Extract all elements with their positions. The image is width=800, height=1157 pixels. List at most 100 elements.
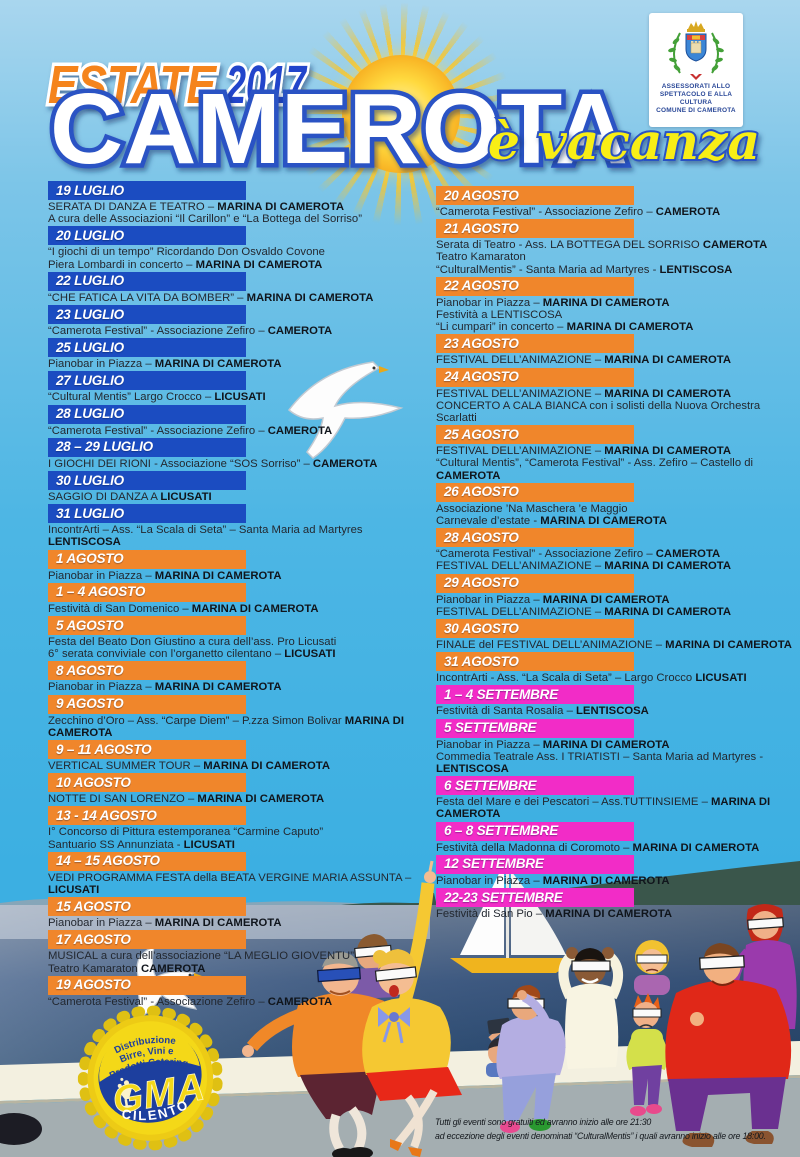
event-date-banner: 31 LUGLIO: [48, 504, 246, 524]
event-item: 30 AGOSTO FINALE del FESTIVAL DELL’ANIMAZ…: [436, 619, 796, 651]
event-item: 24 AGOSTO FESTIVAL DELL’ANIMAZIONE – MARI…: [436, 367, 796, 425]
event-item: 20 AGOSTO “Camerota Festival” - Associazi…: [436, 186, 796, 218]
event-item: 9 AGOSTO Zecchino d’Oro – Ass. “Carpe Die…: [48, 694, 430, 739]
event-date-banner: 15 AGOSTO: [48, 897, 246, 917]
title-city: CAMEROTA: [50, 73, 628, 185]
event-description: Associazione ’Na Maschera ’e Maggio: [436, 502, 628, 515]
event-item: 25 LUGLIO Pianobar in Piazza – MARINA DI …: [48, 338, 430, 370]
event-item: 30 LUGLIO SAGGIO DI DANZA A LICUSATI: [48, 471, 430, 503]
person-shading-eyes: [496, 985, 566, 1133]
sun-core: [342, 55, 460, 173]
event-date-banner: 19 AGOSTO: [48, 975, 246, 995]
event-description: IncontrArti – Ass. “La Scala di Seta” – …: [48, 524, 363, 549]
event-item: 5 SETTEMBRE Pianobar in Piazza – MARINA D…: [436, 718, 796, 776]
event-item: 31 AGOSTO IncontrArti - Ass. “La Scala di…: [436, 652, 796, 684]
event-item: 17 AGOSTO MUSICAL a cura dell’associazion…: [48, 930, 430, 975]
event-item: 14 – 15 AGOSTO VEDI PROGRAMMA FESTA della…: [48, 851, 430, 897]
person-red-shirt: [665, 943, 792, 1147]
poster-title-block: ESTATE 2017 CAMEROTA è vacanza: [45, 52, 763, 190]
event-description: Festività di San Pio – MARINA DI CAMEROT…: [436, 908, 673, 921]
event-date-banner: 12 SETTEMBRE: [436, 854, 634, 874]
event-item: 1 AGOSTO Pianobar in Piazza – MARINA DI C…: [48, 549, 430, 582]
disclaimer-line1: Tutti gli eventi sono gratuiti ed avrann…: [435, 1117, 652, 1127]
municipal-crest: ASSESSORATI ALLO SPETTACOLO E ALLA CULTU…: [649, 13, 743, 127]
event-item: 28 AGOSTO “Camerota Festival” - Associazi…: [436, 528, 796, 572]
event-item: 29 AGOSTO Pianobar in Piazza – MARINA DI …: [436, 573, 796, 618]
event-item: 19 LUGLIO SERATA DI DANZA E TEATRO – MARI…: [48, 181, 430, 225]
event-description: Pianobar in Piazza – MARINA DI CAMEROTA: [48, 917, 282, 930]
event-date-banner: 9 AGOSTO: [48, 694, 246, 714]
title-year: 2017: [225, 55, 308, 115]
event-description: FESTIVAL DELL’ANIMAZIONE – MARINA DI CAM…: [436, 387, 732, 400]
event-item: 1 – 4 AGOSTO Festività di San Domenico – …: [48, 582, 430, 615]
person-grumpy-kid: [626, 993, 668, 1116]
event-description: VEDI PROGRAMMA FESTA della BEATA VERGINE…: [48, 871, 412, 897]
event-item: 10 AGOSTO NOTTE DI SAN LORENZO – MARINA D…: [48, 773, 430, 805]
event-date-banner: 24 AGOSTO: [436, 367, 634, 387]
event-item: 22 AGOSTO Pianobar in Piazza – MARINA DI …: [436, 276, 796, 334]
event-description: SERATA DI DANZA E TEATRO – MARINA DI CAM…: [48, 201, 345, 213]
event-item: 13 - 14 AGOSTO I° Concorso di Pittura est…: [48, 806, 430, 851]
crest-caption-line2: SPETTACOLO E ALLA CULTURA: [659, 91, 733, 106]
event-description: Pianobar in Piazza – MARINA DI CAMEROTA: [48, 681, 282, 694]
event-description: “Camerota Festival” - Associazione Zefir…: [48, 995, 333, 1008]
seagull-icon: [287, 361, 404, 459]
event-date-banner: 28 AGOSTO: [436, 528, 634, 548]
event-item: 22 LUGLIO “CHE FATICA LA VITA DA BOMBER” …: [48, 271, 430, 304]
event-item: 8 AGOSTO Pianobar in Piazza – MARINA DI C…: [48, 661, 430, 693]
event-item: 19 AGOSTO “Camerota Festival” - Associazi…: [48, 975, 430, 1008]
event-date-banner: 6 SETTEMBRE: [436, 776, 634, 796]
event-description: “CHE FATICA LA VITA DA BOMBER” – MARINA …: [48, 291, 374, 304]
event-description: Santuario SS Annunziata - LICUSATI: [48, 838, 235, 851]
event-description: 6° serata conviviale con l’organetto cil…: [48, 648, 336, 661]
background-head: [0, 1113, 42, 1145]
event-description: Pianobar in Piazza – MARINA DI CAMEROTA: [436, 593, 670, 606]
event-item: 6 – 8 SETTEMBRE Festività della Madonna d…: [436, 821, 796, 854]
event-description: “Camerota Festival” - Associazione Zefir…: [436, 206, 721, 218]
event-date-banner: 1 – 4 SETTEMBRE: [436, 685, 634, 705]
event-description: Teatro Kamaraton CAMEROTA: [48, 962, 206, 975]
event-description: Festa del Beato Don Giustino a cura dell…: [48, 636, 337, 649]
event-item: 23 AGOSTO FESTIVAL DELL’ANIMAZIONE – MARI…: [436, 334, 796, 366]
event-date-banner: 26 AGOSTO: [436, 482, 634, 502]
event-date-banner: 23 AGOSTO: [436, 334, 634, 354]
person-blonde-back: [634, 940, 670, 995]
event-date-banner: 30 LUGLIO: [48, 471, 246, 491]
event-date-banner: 1 – 4 AGOSTO: [48, 582, 246, 602]
crest-caption-line1: ASSESSORATI ALLO: [661, 83, 731, 90]
event-date-banner: 28 LUGLIO: [48, 404, 246, 424]
event-description: IncontrArti - Ass. “La Scala di Seta” – …: [436, 672, 747, 685]
event-date-banner: 22 LUGLIO: [48, 271, 246, 291]
event-description: FESTIVAL DELL’ANIMAZIONE – MARINA DI CAM…: [436, 445, 732, 458]
event-date-banner: 23 LUGLIO: [48, 305, 246, 325]
event-item: 31 LUGLIO IncontrArti – Ass. “La Scala di…: [48, 504, 430, 548]
event-description: “Li cumpari” in concerto – MARINA DI CAM…: [436, 321, 694, 334]
event-date-banner: 10 AGOSTO: [48, 773, 246, 793]
event-item: 20 LUGLIO “I giochi di un tempo” Ricordan…: [48, 226, 430, 271]
event-date-banner: 20 AGOSTO: [436, 186, 634, 205]
event-description: A cura delle Associazioni “Il Carillon” …: [48, 213, 362, 226]
event-item: 5 AGOSTO Festa del Beato Don Giustino a c…: [48, 616, 430, 660]
event-description: Piera Lombardi in concerto – MARINA DI C…: [48, 258, 323, 271]
event-description: SAGGIO DI DANZA A LICUSATI: [48, 491, 212, 504]
event-description: “Camerota Festival” - Associazione Zefir…: [48, 325, 333, 338]
event-description: Festività a LENTISCOSA: [436, 309, 563, 322]
event-description: “Camerota Festival” - Associazione Zefir…: [48, 424, 333, 437]
event-description: “Cultural Mentis”, “Camerota Festival” -…: [436, 457, 754, 482]
crest-caption-line3: COMUNE DI CAMEROTA: [656, 107, 736, 114]
event-item: 28 – 29 LUGLIO I GIOCHI DEI RIONI - Assoc…: [48, 437, 430, 470]
event-description: “I giochi di un tempo” Ricordando Don Os…: [48, 246, 325, 259]
event-date-banner: 14 – 15 AGOSTO: [48, 851, 246, 871]
event-description: Pianobar in Piazza – MARINA DI CAMEROTA: [436, 296, 670, 309]
event-item: 21 AGOSTO Serata di Teatro - Ass. LA BOTT…: [436, 219, 796, 276]
event-description: I GIOCHI DEI RIONI - Associazione “SOS S…: [48, 457, 378, 470]
person-arms-up: [558, 947, 623, 1069]
event-description: Festività di Santa Rosalia – LENTISCOSA: [436, 705, 649, 718]
event-description: Serata di Teatro - Ass. LA BOTTEGA DEL S…: [436, 239, 768, 264]
title-estate: ESTATE: [48, 55, 218, 115]
event-date-banner: 22-23 SETTEMBRE: [436, 888, 634, 908]
event-description: Pianobar in Piazza – MARINA DI CAMEROTA: [48, 569, 282, 582]
event-item: 1 – 4 SETTEMBRE Festività di Santa Rosali…: [436, 685, 796, 717]
event-date-banner: 6 – 8 SETTEMBRE: [436, 821, 634, 841]
event-item: 26 AGOSTO Associazione ’Na Maschera ’e Ma…: [436, 482, 796, 527]
